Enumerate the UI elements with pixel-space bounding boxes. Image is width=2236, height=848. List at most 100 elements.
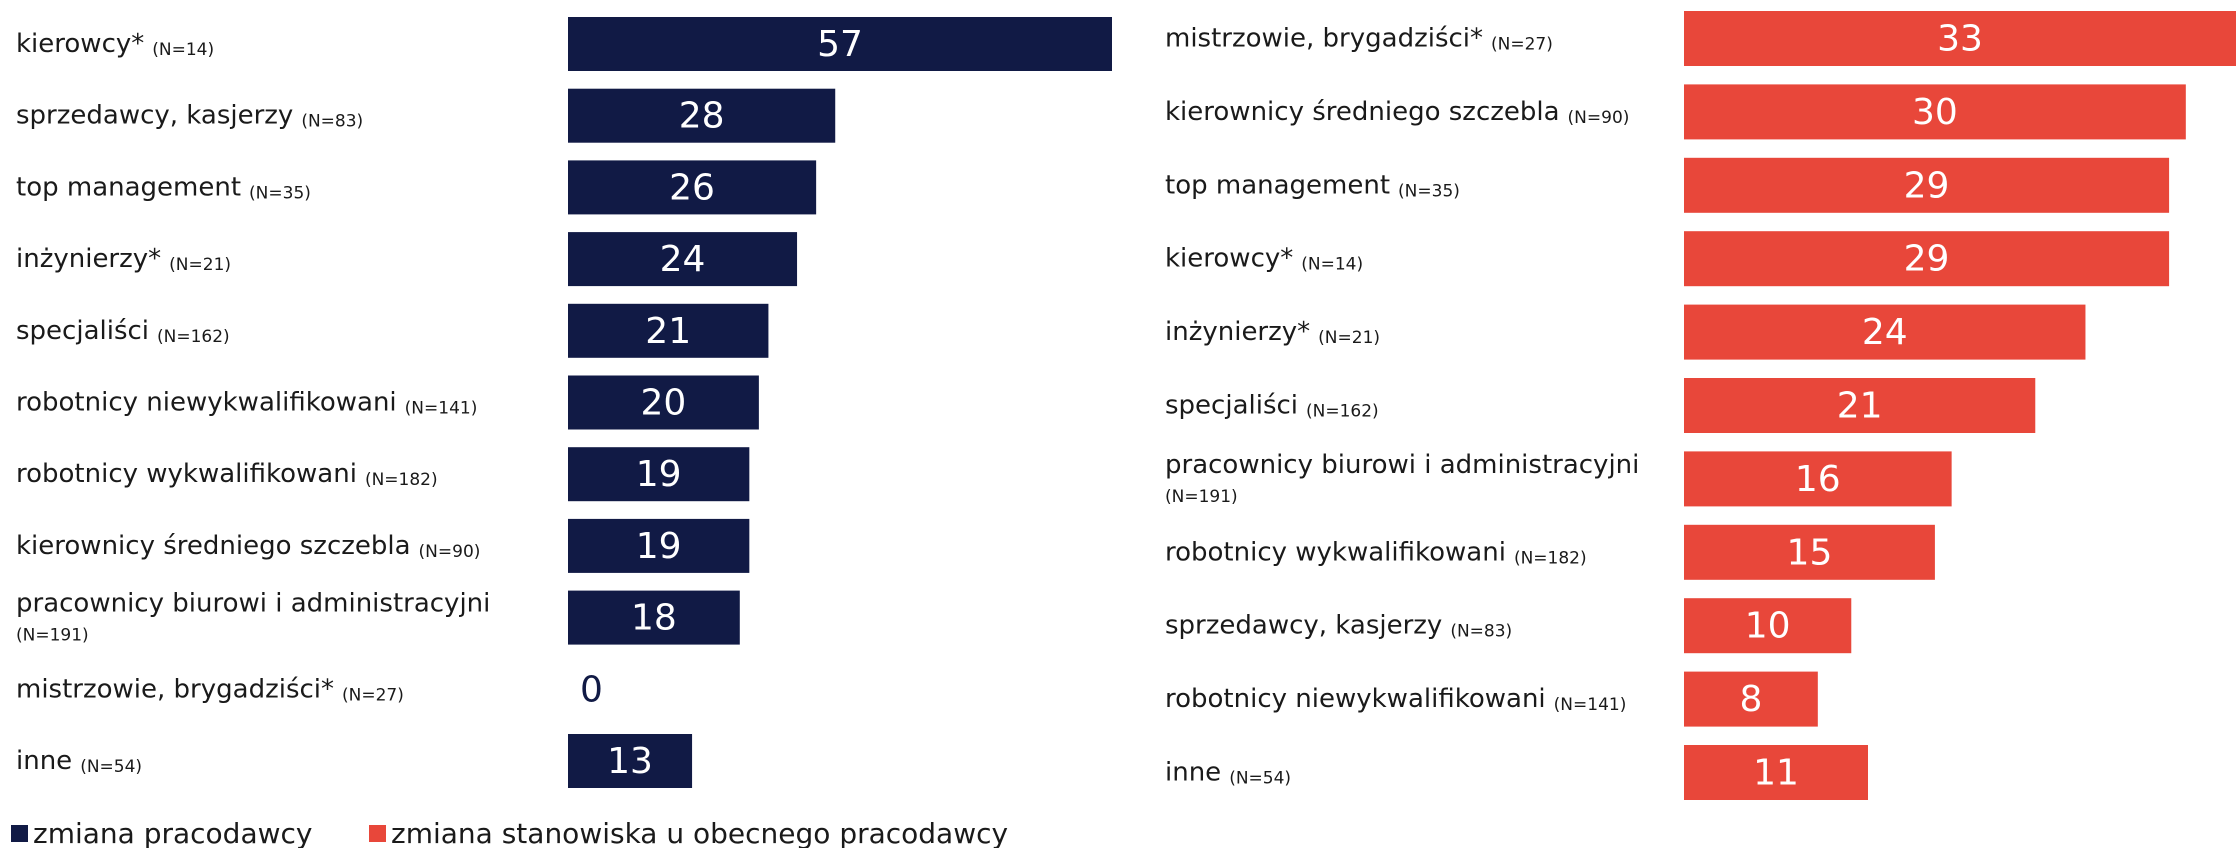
- category-note: (N=90): [419, 542, 481, 562]
- category-note: (N=54): [1229, 769, 1291, 789]
- category-name: kierownicy średniego szczebla: [16, 530, 411, 560]
- category-note: (N=90): [1568, 108, 1630, 128]
- value-label: 8: [1739, 679, 1762, 720]
- value-label: 15: [1787, 532, 1833, 573]
- category-name: kierowcy*: [16, 29, 144, 59]
- value-label: 21: [1837, 386, 1883, 427]
- category-note: (N=27): [1491, 35, 1553, 55]
- category-note: (N=191): [1165, 487, 1238, 507]
- bar: [1684, 598, 1852, 654]
- category-name: top management: [16, 172, 241, 202]
- value-label: 10: [1745, 606, 1791, 647]
- category-name: inne: [16, 746, 72, 776]
- value-label: 28: [679, 96, 725, 137]
- category-name: robotnicy niewykwalifikowani: [16, 387, 397, 417]
- category-label: specjaliści (N=162): [16, 315, 230, 347]
- category-note: (N=83): [1450, 622, 1512, 642]
- category-label: robotnicy wykwalifikowani (N=182): [16, 459, 438, 491]
- legend-swatch: [11, 825, 28, 842]
- category-label: mistrzowie, brygadziści* (N=27): [16, 674, 404, 706]
- bar: [1684, 671, 1818, 727]
- category-name: inne: [1165, 757, 1221, 787]
- bar: [1684, 524, 1935, 580]
- bar: [568, 590, 740, 645]
- category-name: kierowcy*: [1165, 243, 1293, 273]
- value-label: 57: [817, 24, 863, 65]
- value-label: 19: [636, 526, 682, 567]
- value-label: 24: [660, 239, 706, 280]
- category-name: mistrzowie, brygadziści*: [16, 674, 334, 704]
- category-label: pracownicy biurowi i administracyjni (N=1…: [1165, 449, 1639, 507]
- value-label: 26: [669, 167, 715, 208]
- legend-swatch: [369, 825, 386, 842]
- category-note: (N=35): [1398, 181, 1460, 201]
- category-name: robotnicy niewykwalifikowani: [1165, 684, 1546, 714]
- bar: [568, 447, 750, 502]
- category-label: sprzedawcy, kasjerzy (N=83): [16, 100, 363, 132]
- category-label: inżynierzy* (N=21): [1165, 317, 1380, 349]
- category-note: (N=83): [301, 112, 363, 132]
- legend-label: zmiana stanowiska u obecnego pracodawcy: [391, 817, 1008, 848]
- category-name: robotnicy wykwalifikowani: [16, 459, 357, 489]
- category-name: inżynierzy*: [1165, 317, 1310, 347]
- bar: [568, 375, 759, 430]
- legend-label: zmiana pracodawcy: [33, 817, 312, 848]
- value-label: 20: [641, 383, 687, 424]
- value-label: 19: [636, 454, 682, 495]
- category-note: (N=35): [249, 183, 311, 203]
- category-note: (N=27): [342, 685, 404, 705]
- category-label: inżynierzy* (N=21): [16, 244, 231, 276]
- category-note: (N=162): [157, 327, 230, 347]
- value-label: 21: [645, 311, 691, 352]
- category-name: mistrzowie, brygadziści*: [1165, 23, 1483, 53]
- category-label: inne (N=54): [16, 746, 142, 778]
- category-name: specjaliści: [1165, 390, 1298, 420]
- category-name: specjaliści: [16, 315, 149, 345]
- bar: [1684, 11, 2236, 66]
- value-label: 16: [1795, 459, 1841, 500]
- value-label: 30: [1912, 92, 1958, 133]
- category-note: (N=191): [16, 626, 89, 646]
- category-label: top management (N=35): [1165, 170, 1460, 202]
- category-name: sprzedawcy, kasjerzy: [16, 100, 293, 130]
- category-label: inne (N=54): [1165, 757, 1291, 789]
- value-label: 29: [1904, 239, 1950, 280]
- bar: [1684, 451, 1952, 507]
- category-name: robotnicy wykwalifikowani: [1165, 537, 1506, 567]
- bar: [568, 160, 817, 215]
- category-label: specjaliści (N=162): [1165, 390, 1379, 422]
- category-note: (N=54): [80, 757, 142, 777]
- category-label: pracownicy biurowi i administracyjni (N=1…: [16, 588, 490, 646]
- bar: [568, 303, 769, 358]
- category-label: robotnicy niewykwalifikowani (N=141): [16, 387, 477, 419]
- bar: [1684, 378, 2036, 433]
- value-label: 11: [1753, 753, 1799, 794]
- bar: [568, 232, 798, 287]
- bar: [1684, 304, 2086, 360]
- category-name: kierownicy średniego szczebla: [1165, 96, 1560, 126]
- category-name: pracownicy biurowi i administracyjni: [1165, 449, 1639, 479]
- category-note: (N=14): [152, 40, 214, 60]
- category-name: inżynierzy*: [16, 244, 161, 274]
- value-label: 33: [1937, 19, 1983, 60]
- value-label: 24: [1862, 312, 1908, 353]
- category-name: sprzedawcy, kasjerzy: [1165, 610, 1442, 640]
- category-label: kierowcy* (N=14): [1165, 243, 1363, 275]
- bar: [568, 17, 1112, 71]
- bar: [568, 88, 836, 143]
- category-label: kierownicy średniego szczebla (N=90): [1165, 96, 1629, 128]
- category-note: (N=21): [169, 255, 231, 275]
- category-note: (N=162): [1306, 402, 1379, 422]
- category-name: pracownicy biurowi i administracyjni: [16, 588, 490, 618]
- bar: [1684, 231, 2170, 287]
- value-label: 18: [631, 598, 677, 639]
- bar: [1684, 157, 2170, 213]
- category-note: (N=14): [1301, 255, 1363, 275]
- category-label: mistrzowie, brygadziści* (N=27): [1165, 23, 1553, 55]
- category-label: top management (N=35): [16, 172, 311, 204]
- value-label: 0: [580, 669, 603, 710]
- category-label: kierowcy* (N=14): [16, 29, 214, 61]
- category-name: top management: [1165, 170, 1390, 200]
- category-note: (N=141): [1554, 695, 1627, 715]
